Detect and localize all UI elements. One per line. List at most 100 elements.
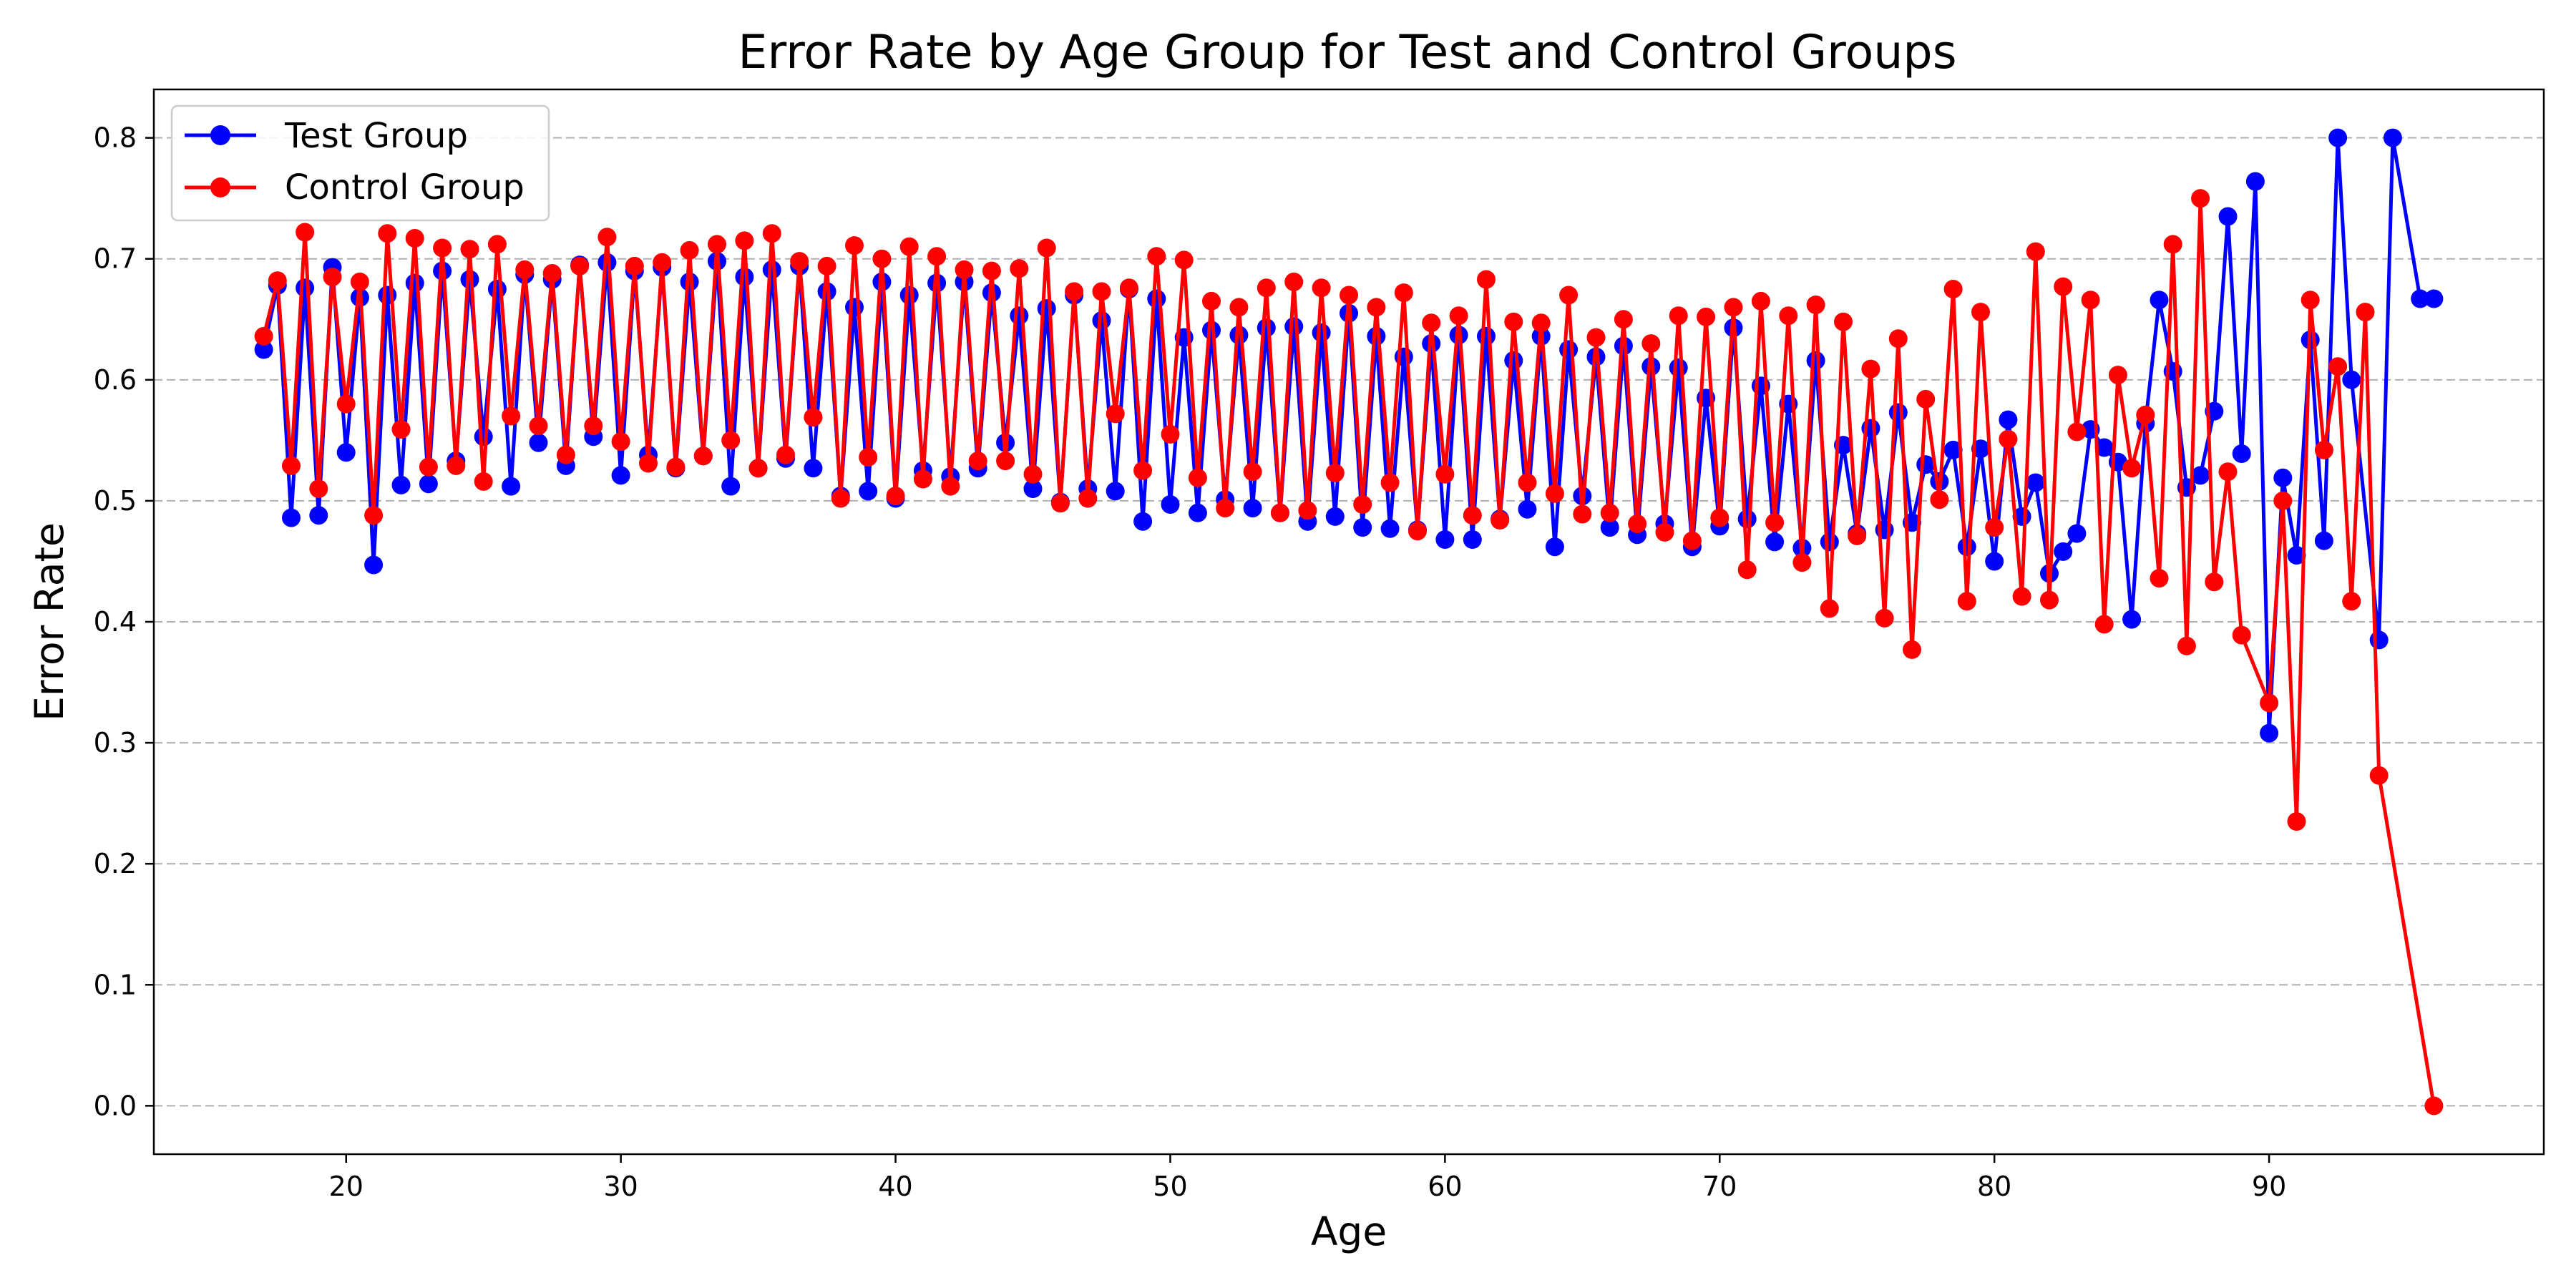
data-point-control-68: [1188, 468, 1207, 487]
data-point-test-146: [2260, 723, 2279, 743]
data-point-control-58: [1050, 494, 1070, 513]
x-axis: 20 30 40 50 60 70 80 90: [329, 1154, 2286, 1202]
data-point-control-121: [1916, 389, 1936, 409]
data-point-control-118: [1875, 608, 1894, 628]
legend-box: [170, 104, 550, 222]
y-tick-label-4: 0.4: [94, 606, 137, 638]
data-point-control-28: [639, 454, 658, 473]
data-point-control-98: [1600, 503, 1619, 522]
data-point-control-122: [1930, 490, 1949, 509]
data-point-test-0: [254, 340, 273, 359]
data-point-control-71: [1229, 298, 1249, 317]
legend-marker-test: [210, 125, 230, 145]
data-point-control-17: [487, 235, 507, 254]
x-axis-label: Age: [1311, 1209, 1387, 1254]
data-point-control-124: [1957, 592, 1976, 611]
data-point-control-103: [1669, 306, 1688, 326]
data-point-control-8: [364, 506, 384, 525]
chart-title: Error Rate by Age Group for Test and Con…: [738, 26, 1956, 79]
data-point-test-138: [2150, 291, 2169, 310]
data-point-control-49: [927, 247, 947, 266]
data-point-control-74: [1271, 503, 1289, 522]
data-point-control-87: [1449, 306, 1468, 326]
data-point-test-129: [2026, 473, 2045, 492]
data-point-test-34: [721, 477, 741, 496]
data-point-control-109: [1751, 291, 1770, 311]
data-point-control-0: [254, 326, 273, 346]
data-point-test-88: [1463, 530, 1482, 549]
data-point-control-24: [584, 416, 603, 436]
data-point-control-64: [1133, 461, 1153, 480]
data-point-control-7: [350, 272, 369, 291]
data-point-control-101: [1641, 334, 1661, 353]
data-point-control-11: [405, 229, 424, 248]
x-tick-label-3: 50: [1153, 1171, 1187, 1202]
data-point-control-149: [2314, 440, 2333, 459]
data-point-control-62: [1106, 404, 1125, 424]
x-tick-label-1: 30: [603, 1171, 638, 1202]
grid-lines: [154, 137, 2544, 1107]
data-point-control-78: [1325, 464, 1345, 482]
data-point-test-113: [1806, 351, 1825, 370]
data-point-control-30: [666, 457, 686, 477]
data-point-test-156: [2424, 289, 2444, 308]
data-point-control-154: [2424, 1096, 2444, 1116]
data-point-test-147: [2273, 468, 2293, 487]
data-point-test-89: [1477, 326, 1496, 346]
data-point-control-153: [2369, 766, 2389, 785]
data-point-control-136: [2122, 459, 2142, 478]
data-point-test-71: [1229, 326, 1249, 345]
data-point-test-64: [1133, 512, 1153, 531]
data-point-control-22: [556, 445, 575, 464]
data-point-test-127: [1999, 410, 2018, 429]
data-point-control-94: [1545, 484, 1564, 503]
data-point-control-32: [693, 447, 713, 466]
y-tick-label-6: 0.6: [94, 364, 137, 396]
y-tick-label-1: 0.1: [94, 969, 137, 1000]
data-point-control-52: [968, 452, 987, 471]
data-point-control-114: [1820, 599, 1839, 618]
data-point-test-91: [1504, 351, 1523, 370]
data-point-test-81: [1367, 326, 1386, 346]
data-point-control-91: [1504, 312, 1523, 331]
data-point-control-117: [1861, 359, 1880, 379]
data-point-control-51: [955, 260, 974, 279]
data-point-test-44: [859, 482, 878, 501]
data-point-test-155: [2411, 289, 2430, 308]
data-point-test-124: [1957, 537, 1976, 557]
data-point-control-123: [1943, 280, 1963, 298]
y-tick-label-0: 0.0: [94, 1090, 137, 1121]
data-point-control-10: [391, 420, 411, 439]
data-point-control-128: [2012, 587, 2031, 606]
data-point-test-136: [2122, 610, 2142, 629]
data-point-control-97: [1586, 328, 1606, 347]
data-point-control-113: [1806, 296, 1825, 314]
data-point-control-108: [1737, 560, 1757, 580]
data-point-control-48: [913, 469, 932, 489]
data-point-test-78: [1325, 507, 1345, 526]
data-point-test-80: [1353, 518, 1372, 537]
data-point-control-141: [2191, 189, 2210, 208]
legend: Test Group Control Group: [170, 104, 550, 222]
data-point-control-83: [1394, 283, 1413, 303]
data-point-control-142: [2205, 572, 2224, 592]
data-point-test-55: [1010, 306, 1029, 326]
data-point-test-131: [2054, 542, 2073, 561]
data-point-test-119: [1888, 403, 1908, 422]
data-point-control-21: [542, 264, 562, 283]
data-point-control-145: [2260, 693, 2279, 713]
data-point-control-1: [268, 271, 287, 291]
data-point-control-23: [570, 256, 590, 275]
data-point-control-75: [1284, 272, 1304, 291]
data-point-control-15: [460, 240, 479, 259]
data-point-test-10: [391, 475, 411, 494]
data-point-control-126: [1985, 518, 2004, 537]
data-point-control-144: [2232, 625, 2251, 645]
data-point-control-135: [2108, 366, 2127, 385]
data-point-test-43: [845, 298, 864, 317]
data-point-test-151: [2328, 128, 2348, 147]
data-point-control-19: [515, 260, 535, 279]
data-point-control-73: [1257, 278, 1276, 298]
data-point-test-114: [1820, 532, 1839, 552]
